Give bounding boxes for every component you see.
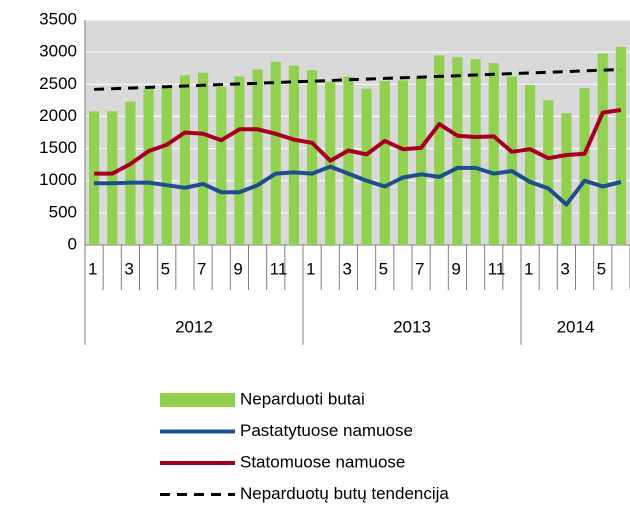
bar [506,76,518,245]
y-tick-label: 2500 [39,74,77,93]
bar [161,85,172,245]
x-tick-label: 11 [270,259,288,278]
x-tick-label: 5 [597,259,606,278]
bar [107,111,118,246]
x-tick-label: 7 [415,259,424,278]
legend-label: Pastatytuose namuose [240,421,413,440]
x-tick-label: 1 [88,259,97,278]
bar [361,88,372,246]
bar [325,81,336,245]
y-tick-label: 500 [49,202,77,221]
legend-label: Statomuose namuose [240,452,405,471]
bar [579,88,590,246]
x-tick-label: 9 [233,259,242,278]
bar [488,63,499,246]
y-tick-label: 1000 [39,170,77,189]
bar [397,80,409,245]
x-tick-label: 7 [197,259,206,278]
bar [306,70,318,246]
bar [561,113,572,245]
bar [379,81,390,245]
bar [125,101,136,246]
bar [179,75,191,246]
y-tick-label: 2000 [39,106,77,125]
y-tick-label: 0 [68,234,77,253]
year-label: 2013 [393,317,431,336]
bar [615,47,627,245]
legend-swatch [160,393,235,407]
bar [143,88,154,246]
year-label: 2012 [175,317,213,336]
bar [415,76,427,245]
legend-label: Neparduoti butai [240,389,365,408]
x-tick-label: 11 [488,259,506,278]
bar [597,53,608,245]
bar [470,59,481,245]
bar [252,69,263,245]
bar [543,100,554,245]
y-tick-label: 3000 [39,42,77,61]
x-tick-label: 9 [451,259,460,278]
bar [343,76,354,245]
x-tick-label: 5 [161,259,170,278]
bar [234,76,245,245]
y-tick-label: 1500 [39,138,77,157]
bar [452,57,463,246]
bar [216,86,227,245]
bar [270,61,281,246]
bar [288,65,300,246]
x-tick-label: 1 [306,259,315,278]
x-tick-label: 5 [379,259,388,278]
bar [524,84,536,245]
plot-background [85,20,630,245]
line [94,164,622,207]
x-tick-label: 1 [524,259,533,278]
bar [434,55,445,245]
x-tick-label: 3 [342,259,351,278]
x-tick-label: 3 [560,259,569,278]
x-tick-label: 3 [124,259,133,278]
bar [197,72,209,245]
line [94,108,622,176]
legend-label: Neparduotų butų tendencija [240,484,449,503]
trend-line [94,68,621,91]
y-tick-label: 3500 [39,9,77,28]
bar [88,111,100,246]
year-label: 2014 [557,317,595,336]
